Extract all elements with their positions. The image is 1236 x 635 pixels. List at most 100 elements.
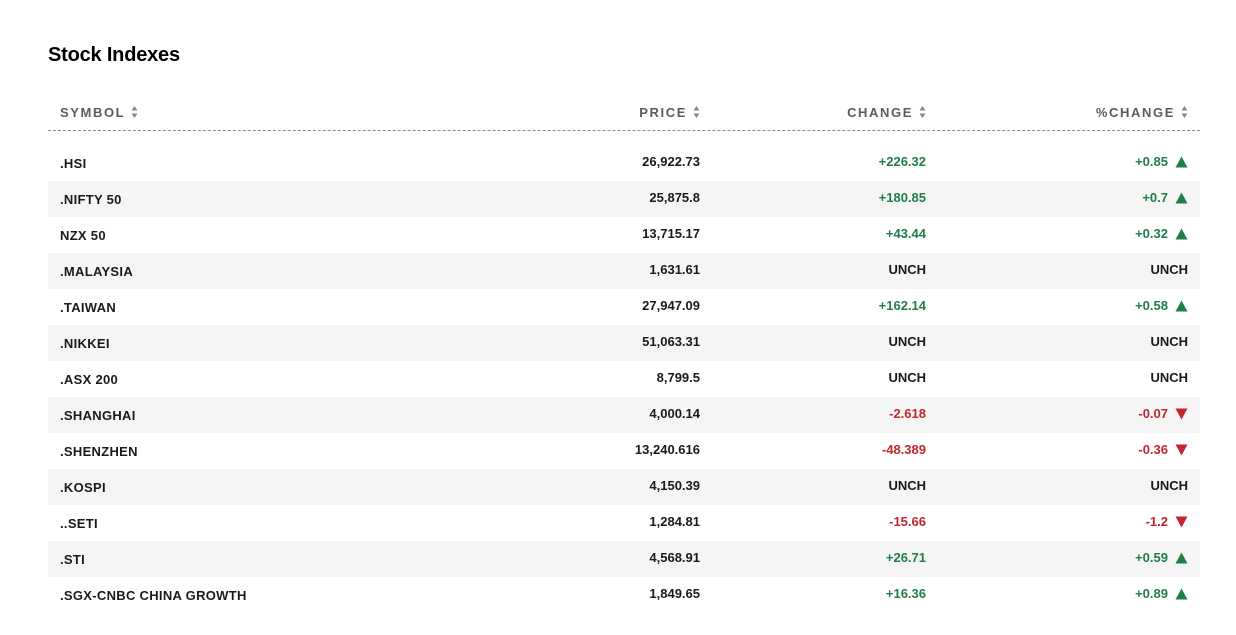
pct-change-cell: -1.2 (1146, 505, 1188, 541)
triangle-up-icon (1175, 228, 1188, 240)
change-value: UNCH (888, 262, 926, 277)
symbol-link[interactable]: .KOSPI (60, 480, 106, 495)
change-value: +180.85 (878, 190, 926, 205)
stock-indexes-module: Stock Indexes SYMBOL PRICE CHANGE %CHANG… (48, 40, 1200, 603)
symbol-link[interactable]: .TAIWAN (60, 300, 117, 315)
pct-change-cell: UNCH (1150, 361, 1188, 397)
pct-change-value: UNCH (1150, 262, 1188, 277)
symbol-link[interactable]: .STI (60, 552, 86, 567)
change-value: -15.66 (889, 514, 926, 529)
page-title: Stock Indexes (48, 44, 180, 66)
column-label-symbol: SYMBOL (60, 105, 126, 120)
triangle-down-icon (1175, 444, 1188, 456)
price-value: 8,799.5 (656, 370, 700, 385)
price-value: 4,568.91 (649, 550, 700, 565)
table-row[interactable]: .MALAYSIA 1,631.61 UNCH UNCH (48, 253, 1200, 289)
symbol-link[interactable]: NZX 50 (60, 228, 106, 243)
pct-change-value: +0.89 (1135, 586, 1168, 601)
pct-change-value: UNCH (1150, 370, 1188, 385)
table-body: .HSI 26,922.73 +226.32 +0.85 .NIFTY 50 2… (48, 145, 1200, 613)
price-value: 25,875.8 (649, 190, 700, 205)
change-value: UNCH (888, 334, 926, 349)
pct-change-value: UNCH (1150, 478, 1188, 493)
sort-arrows-icon (919, 105, 926, 119)
pct-change-cell: -0.36 (1138, 433, 1188, 469)
table-row[interactable]: .SHANGHAI 4,000.14 -2.618 -0.07 (48, 397, 1200, 433)
symbol-link[interactable]: .SGX-CNBC CHINA GROWTH (60, 588, 247, 603)
price-value: 27,947.09 (642, 298, 700, 313)
table-row[interactable]: ..SETI 1,284.81 -15.66 -1.2 (48, 505, 1200, 541)
symbol-link[interactable]: .HSI (60, 156, 87, 171)
price-value: 4,000.14 (649, 406, 700, 421)
symbol-link[interactable]: .SHENZHEN (60, 444, 138, 459)
price-value: 1,849.65 (649, 586, 700, 601)
price-value: 13,715.17 (642, 226, 700, 241)
pct-change-value: +0.58 (1135, 298, 1168, 313)
pct-change-value: +0.32 (1135, 226, 1168, 241)
symbol-link[interactable]: .SHANGHAI (60, 408, 136, 423)
table-row[interactable]: .HSI 26,922.73 +226.32 +0.85 (48, 145, 1200, 181)
change-value: +16.36 (885, 586, 926, 601)
table-row[interactable]: .NIFTY 50 25,875.8 +180.85 +0.7 (48, 181, 1200, 217)
table-row[interactable]: .ASX 200 8,799.5 UNCH UNCH (48, 361, 1200, 397)
sort-arrows-icon (131, 105, 138, 119)
change-value: -2.618 (889, 406, 926, 421)
sort-arrows-icon (1181, 105, 1188, 119)
pct-change-cell: UNCH (1150, 469, 1188, 505)
table-header: SYMBOL PRICE CHANGE %CHANGE (48, 96, 1200, 131)
column-header-symbol[interactable]: SYMBOL (60, 96, 138, 130)
triangle-up-icon (1175, 588, 1188, 600)
price-value: 26,922.73 (642, 154, 700, 169)
change-value: +43.44 (885, 226, 926, 241)
change-value: UNCH (888, 370, 926, 385)
table-row[interactable]: .STI 4,568.91 +26.71 +0.59 (48, 541, 1200, 577)
pct-change-value: +0.85 (1135, 154, 1168, 169)
pct-change-cell: +0.7 (1142, 181, 1188, 217)
pct-change-cell: +0.58 (1135, 289, 1188, 325)
pct-change-cell: UNCH (1150, 325, 1188, 361)
triangle-up-icon (1175, 156, 1188, 168)
column-label-price: PRICE (639, 105, 687, 120)
pct-change-value: -1.2 (1145, 514, 1168, 529)
pct-change-cell: +0.85 (1135, 145, 1188, 181)
change-value: +162.14 (878, 298, 926, 313)
pct-change-cell: UNCH (1150, 253, 1188, 289)
symbol-link[interactable]: .NIFTY 50 (60, 192, 122, 207)
table-row[interactable]: .KOSPI 4,150.39 UNCH UNCH (48, 469, 1200, 505)
table-row[interactable]: .NIKKEI 51,063.31 UNCH UNCH (48, 325, 1200, 361)
column-header-pct-change[interactable]: %CHANGE (1096, 96, 1188, 130)
column-label-change: CHANGE (847, 105, 913, 120)
table-row[interactable]: .SGX-CNBC CHINA GROWTH 1,849.65 +16.36 +… (48, 577, 1200, 613)
change-value: UNCH (888, 478, 926, 493)
column-label-pct-change: %CHANGE (1095, 105, 1175, 120)
change-value: +226.32 (878, 154, 926, 169)
pct-change-value: -0.36 (1138, 442, 1168, 457)
table-row[interactable]: NZX 50 13,715.17 +43.44 +0.32 (48, 217, 1200, 253)
column-header-price[interactable]: PRICE (639, 96, 700, 130)
symbol-link[interactable]: ..SETI (60, 516, 98, 531)
symbol-link[interactable]: .NIKKEI (60, 336, 110, 351)
triangle-up-icon (1175, 192, 1188, 204)
column-header-change[interactable]: CHANGE (847, 96, 926, 130)
pct-change-cell: -0.07 (1138, 397, 1188, 433)
pct-change-value: +0.7 (1142, 190, 1168, 205)
change-value: -48.389 (881, 442, 926, 457)
table-row[interactable]: .SHENZHEN 13,240.616 -48.389 -0.36 (48, 433, 1200, 469)
pct-change-value: -0.07 (1138, 406, 1168, 421)
pct-change-value: UNCH (1150, 334, 1188, 349)
price-value: 13,240.616 (634, 442, 700, 457)
stock-indexes-table: SYMBOL PRICE CHANGE %CHANGE .HSI 26,922.… (48, 96, 1200, 613)
triangle-down-icon (1175, 408, 1188, 420)
price-value: 1,284.81 (649, 514, 700, 529)
price-value: 1,631.61 (649, 262, 700, 277)
symbol-link[interactable]: .ASX 200 (60, 372, 119, 387)
triangle-up-icon (1175, 552, 1188, 564)
price-value: 4,150.39 (649, 478, 700, 493)
symbol-link[interactable]: .MALAYSIA (60, 264, 134, 279)
triangle-down-icon (1175, 516, 1188, 528)
triangle-up-icon (1175, 300, 1188, 312)
pct-change-cell: +0.89 (1135, 577, 1188, 613)
table-row[interactable]: .TAIWAN 27,947.09 +162.14 +0.58 (48, 289, 1200, 325)
price-value: 51,063.31 (642, 334, 700, 349)
pct-change-value: +0.59 (1135, 550, 1168, 565)
